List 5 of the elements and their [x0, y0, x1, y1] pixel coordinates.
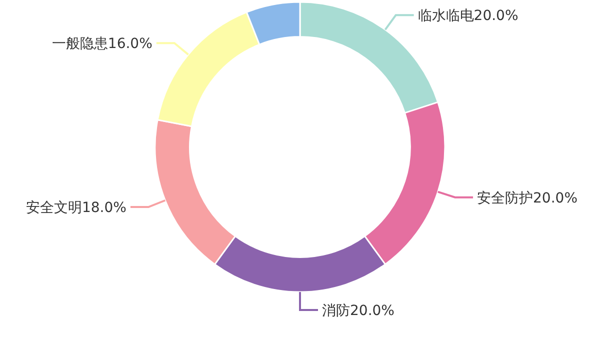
slice-label: 安全文明18.0%: [26, 200, 126, 216]
slice-label: 临水临电20.0%: [418, 8, 518, 24]
slice-label: 安全防护20.0%: [477, 190, 578, 206]
slice-label: 一般隐患16.0%: [52, 36, 152, 52]
slice-label: 消防20.0%: [322, 303, 394, 319]
